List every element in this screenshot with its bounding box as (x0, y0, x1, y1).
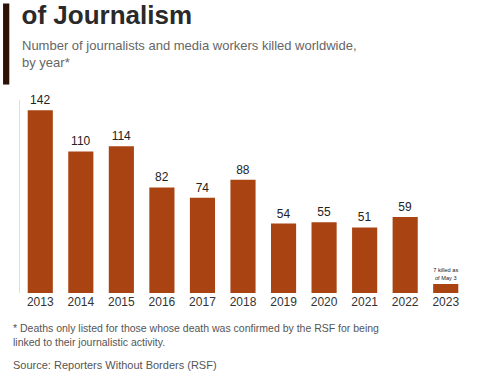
svg-text:2015: 2015 (108, 295, 135, 309)
svg-text:2017: 2017 (189, 295, 216, 309)
svg-text:54: 54 (277, 207, 291, 221)
svg-text:* Deaths only listed for those: * Deaths only listed for those whose dea… (13, 322, 379, 348)
svg-text:82: 82 (155, 170, 169, 184)
svg-text:7 killed asof May 3: 7 killed asof May 3 (433, 267, 458, 280)
svg-text:2018: 2018 (230, 295, 257, 309)
svg-text:114: 114 (112, 129, 131, 143)
svg-text:110: 110 (71, 134, 90, 148)
svg-text:2022: 2022 (392, 295, 419, 309)
svg-text:51: 51 (358, 210, 372, 224)
svg-text:55: 55 (317, 205, 331, 219)
svg-text:2023: 2023 (432, 295, 459, 309)
svg-text:2014: 2014 (67, 295, 94, 309)
svg-text:2021: 2021 (351, 295, 378, 309)
svg-text:of Journalism: of Journalism (22, 0, 192, 30)
svg-text:2020: 2020 (311, 295, 338, 309)
svg-text:2019: 2019 (270, 295, 297, 309)
svg-text:Source: Reporters Without Bord: Source: Reporters Without Borders (RSF) (13, 359, 217, 371)
svg-text:Number of journalists and medi: Number of journalists and media workers … (22, 38, 357, 70)
svg-text:74: 74 (196, 181, 210, 195)
svg-text:59: 59 (398, 200, 412, 214)
svg-text:88: 88 (236, 163, 250, 177)
svg-text:142: 142 (30, 93, 50, 107)
svg-text:2013: 2013 (27, 295, 54, 309)
svg-text:2016: 2016 (149, 295, 176, 309)
